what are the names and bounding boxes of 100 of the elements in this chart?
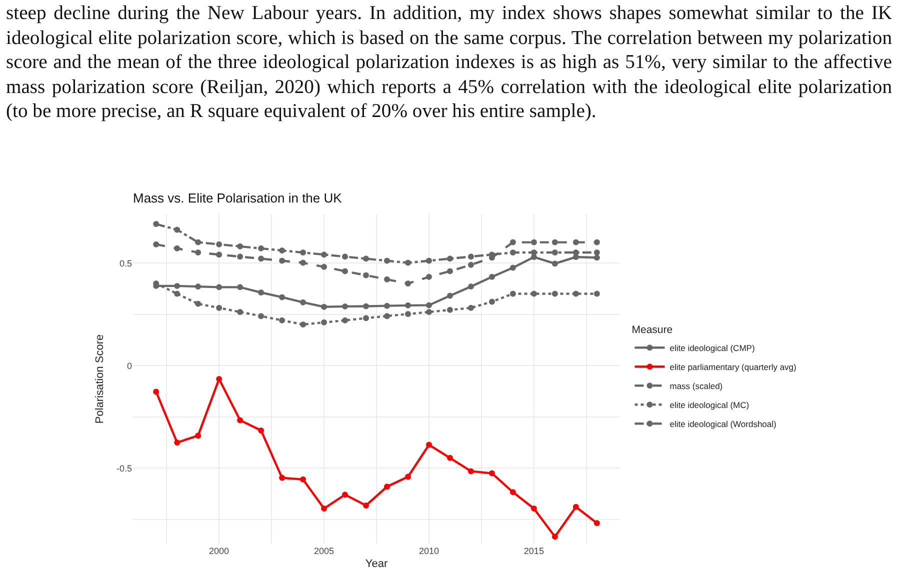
legend-title: Measure [632, 324, 673, 336]
legend-label: elite ideological (MC) [670, 400, 750, 410]
point [363, 256, 369, 262]
point [384, 302, 390, 309]
point [572, 504, 579, 510]
point [404, 280, 411, 286]
point [279, 474, 286, 481]
point [279, 258, 286, 264]
point [468, 468, 474, 474]
point [594, 520, 600, 526]
point [510, 250, 516, 256]
point [258, 256, 264, 262]
point [153, 241, 160, 248]
point [552, 250, 558, 256]
point [321, 304, 328, 310]
point [530, 506, 537, 512]
point [446, 268, 453, 274]
y-tick-label: 0 [126, 360, 132, 371]
chart-title: Mass vs. Elite Polarisation in the UK [133, 190, 342, 206]
point [153, 221, 160, 228]
point [237, 308, 244, 315]
point [446, 454, 453, 461]
point [300, 321, 306, 328]
point [279, 317, 286, 324]
point [195, 300, 202, 307]
point [321, 319, 328, 326]
point [300, 476, 306, 482]
point [530, 290, 537, 297]
point [426, 274, 432, 280]
x-tick-label: 2010 [418, 546, 439, 556]
point [300, 299, 306, 306]
point [216, 241, 222, 248]
point [342, 303, 348, 310]
point [488, 298, 495, 305]
point [594, 254, 600, 261]
point [426, 258, 432, 264]
point [404, 311, 411, 318]
legend-label: mass (scaled) [670, 380, 723, 391]
legend-label: elite parliamentary (quarterly avg) [670, 362, 797, 372]
point [321, 252, 328, 258]
point [279, 247, 286, 254]
point [258, 290, 264, 296]
point [384, 276, 390, 282]
legend-label: elite ideological (Wordshoal) [670, 418, 777, 429]
point [216, 252, 222, 258]
point [363, 502, 369, 508]
point [195, 284, 202, 290]
point [552, 239, 558, 246]
point [195, 239, 202, 246]
point [510, 489, 516, 496]
point [216, 376, 222, 382]
point [216, 304, 222, 311]
point [279, 294, 286, 300]
y-tick-label: 0.5 [119, 258, 132, 268]
point [552, 260, 558, 267]
point [258, 245, 264, 252]
point [384, 313, 390, 320]
point [174, 290, 180, 297]
point [237, 284, 244, 290]
point [342, 492, 348, 498]
point [404, 302, 411, 308]
point [258, 313, 264, 320]
point [363, 303, 369, 310]
point [342, 254, 348, 260]
point [300, 260, 306, 266]
y-axis-title: Polarisation Score [94, 334, 106, 424]
point [363, 272, 369, 278]
point [468, 254, 474, 260]
point [530, 239, 537, 246]
point [446, 292, 453, 299]
legend-label: elite ideological (CMP) [670, 342, 755, 353]
point [237, 417, 244, 424]
point [363, 315, 369, 322]
point [342, 268, 348, 274]
point [552, 534, 558, 540]
point [216, 284, 222, 290]
x-tick-label: 2000 [209, 546, 230, 556]
point [594, 239, 600, 246]
point [404, 474, 411, 480]
x-axis-title: Year [365, 558, 388, 570]
point [552, 290, 558, 297]
point [174, 226, 180, 233]
x-tick-label: 2015 [524, 546, 544, 556]
point [237, 254, 244, 260]
point [426, 308, 432, 315]
point [174, 245, 180, 252]
point [342, 317, 348, 324]
point [510, 264, 516, 271]
point [321, 264, 328, 270]
point [446, 256, 453, 262]
point [153, 388, 160, 395]
point [384, 484, 390, 490]
point [426, 302, 432, 308]
point [510, 290, 516, 297]
point [404, 260, 411, 266]
point [300, 250, 306, 256]
point [572, 239, 579, 246]
point [572, 290, 579, 297]
point [321, 506, 328, 512]
point [384, 258, 390, 264]
